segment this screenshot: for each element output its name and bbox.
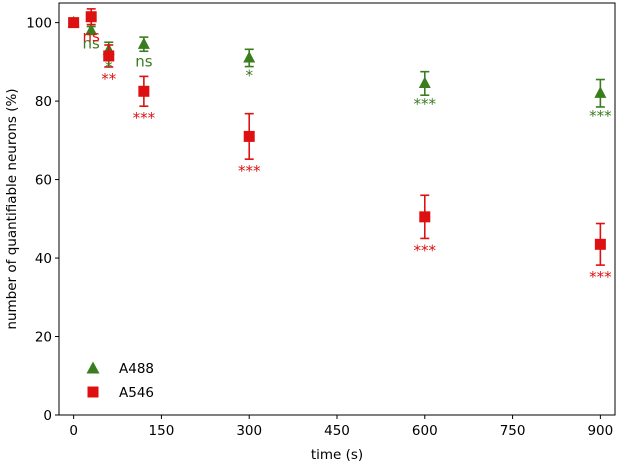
- significance-label-a488: ***: [414, 95, 437, 113]
- data-point-a488: [594, 86, 607, 98]
- data-point-a546: [68, 17, 80, 29]
- data-point-a546: [419, 211, 431, 223]
- data-point-a488: [418, 76, 431, 89]
- data-point-a488: [243, 51, 256, 63]
- data-point-a488: [137, 37, 150, 49]
- significance-label-a488: ***: [589, 107, 612, 125]
- significance-label-a546: ***: [133, 109, 156, 127]
- x-tick-label: 0: [69, 423, 78, 439]
- data-point-a546: [138, 85, 150, 97]
- significance-labels: ns* ns*******ns**************: [83, 28, 613, 286]
- legend-label-a488: A488: [119, 361, 154, 377]
- significance-label-a546: ***: [414, 241, 437, 259]
- y-tick-label: 60: [35, 173, 52, 189]
- y-tick-label: 0: [43, 408, 52, 424]
- x-axis-label: time (s): [311, 447, 363, 463]
- significance-label-a546: ***: [589, 268, 612, 286]
- y-tick-label: 40: [35, 251, 52, 267]
- significance-label-a488: ns: [83, 34, 101, 52]
- significance-label-a488: *: [105, 58, 113, 76]
- y-tick-label: 20: [35, 330, 52, 346]
- significance-label-a488: *: [245, 67, 253, 85]
- significance-label-a546: ***: [238, 162, 261, 180]
- data-point-a488: [85, 23, 98, 36]
- x-tick-label: 300: [236, 423, 262, 439]
- x-tick-label: 600: [412, 423, 438, 439]
- legend-marker-a546: [87, 386, 99, 398]
- data-marks: [67, 8, 607, 266]
- significance-label-a546: ns: [83, 28, 101, 46]
- data-point-a546: [103, 50, 115, 62]
- x-tick-label: 150: [149, 423, 175, 439]
- significance-label-a546: **: [101, 70, 117, 88]
- axis-ticks: 0 150 300 450 600 750 900 0 20 40 60 80 100: [26, 16, 613, 439]
- y-tick-label: 80: [35, 94, 52, 110]
- legend: A488 A546: [86, 361, 154, 401]
- x-tick-label: 750: [500, 423, 526, 439]
- data-point-a546: [85, 11, 97, 23]
- data-point-a546: [594, 238, 606, 250]
- x-tick-label: 450: [324, 423, 350, 439]
- data-point-a546: [243, 130, 255, 142]
- legend-marker-a488: [86, 361, 100, 374]
- y-tick-label: 100: [26, 16, 52, 32]
- legend-label-a546: A546: [119, 385, 154, 401]
- significance-label-a488: ns: [135, 52, 153, 70]
- x-tick-label: 900: [587, 423, 613, 439]
- y-axis-label: number of quantifiable neurons (%): [4, 88, 20, 329]
